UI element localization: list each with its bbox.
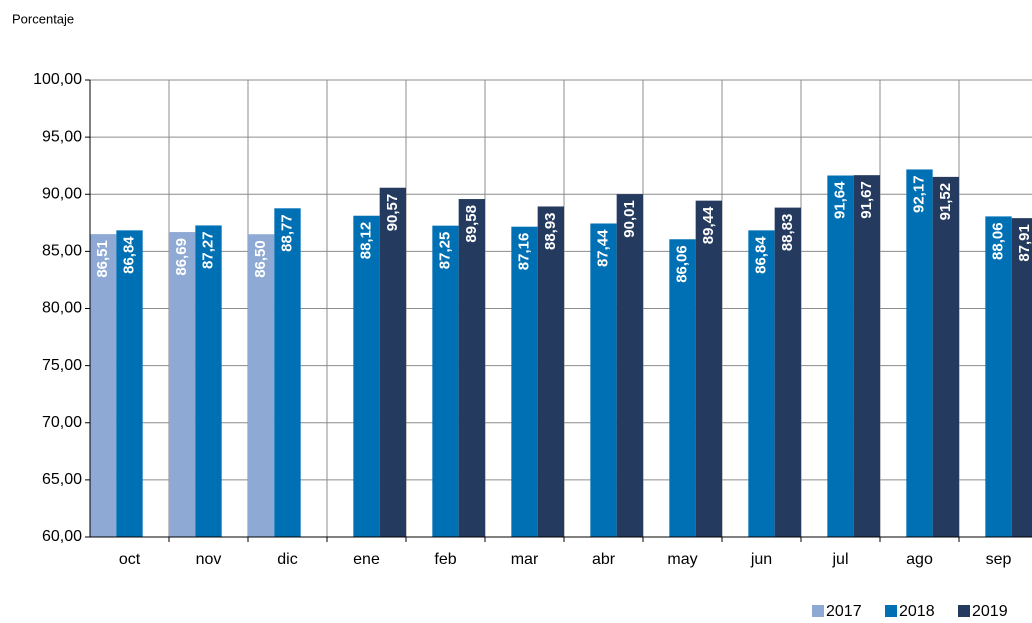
y-tick-label: 85,00: [42, 243, 82, 260]
value-label: 91,67: [858, 181, 875, 219]
value-label: 87,44: [594, 229, 611, 267]
x-tick-label: jun: [750, 551, 772, 568]
value-label: 91,52: [937, 183, 954, 221]
bar: [590, 223, 617, 538]
value-label: 88,83: [779, 214, 796, 252]
x-tick-label: nov: [196, 551, 222, 568]
value-label: 91,64: [831, 181, 848, 219]
bar: [906, 169, 933, 537]
legend-label: 2017: [826, 603, 862, 620]
value-label: 92,17: [910, 175, 927, 213]
bar: [1011, 218, 1032, 538]
value-label: 87,27: [199, 231, 216, 269]
value-label: 86,06: [673, 245, 690, 283]
value-label: 89,58: [463, 205, 480, 243]
legend-label: 2018: [899, 603, 935, 620]
bar: [695, 200, 722, 537]
bar: [379, 187, 406, 538]
legend-label: 2019: [972, 603, 1008, 620]
value-label: 89,44: [700, 206, 717, 244]
x-tick-label: ene: [353, 551, 380, 568]
y-tick-label: 100,00: [33, 71, 82, 88]
bar: [116, 230, 143, 537]
bar: [511, 226, 538, 537]
x-tick-label: dic: [277, 551, 297, 568]
y-tick-label: 60,00: [42, 528, 82, 545]
bar: [853, 175, 880, 538]
legend-swatch: [958, 605, 970, 617]
value-label: 86,84: [120, 236, 137, 274]
value-label: 90,01: [621, 200, 638, 238]
y-tick-label: 90,00: [42, 185, 82, 202]
bar: [432, 225, 459, 537]
y-tick-label: 70,00: [42, 414, 82, 431]
x-tick-label: oct: [119, 551, 141, 568]
value-label: 88,06: [989, 222, 1006, 260]
value-label: 88,12: [357, 222, 374, 260]
bar: [774, 207, 801, 537]
x-tick-label: may: [667, 551, 697, 568]
bar: [827, 175, 854, 537]
x-tick-label: sep: [986, 551, 1012, 568]
bar: [248, 234, 275, 538]
bar: [195, 225, 222, 537]
value-label: 86,50: [252, 240, 269, 278]
value-label: 87,16: [515, 233, 532, 271]
x-tick-label: feb: [434, 551, 456, 568]
bar: [458, 199, 485, 537]
y-tick-label: 65,00: [42, 471, 82, 488]
value-label: 86,51: [94, 240, 111, 278]
value-label: 88,93: [542, 212, 559, 250]
bar: [669, 239, 696, 537]
value-label: 87,91: [1016, 224, 1032, 262]
bar: [932, 176, 959, 537]
value-label: 87,25: [436, 232, 453, 270]
y-tick-label: 75,00: [42, 357, 82, 374]
legend-swatch: [812, 605, 824, 617]
bar: [616, 194, 643, 538]
value-label: 90,57: [384, 194, 401, 232]
x-tick-label: abr: [592, 551, 616, 568]
y-tick-label: 80,00: [42, 300, 82, 317]
bar: [985, 216, 1012, 538]
y-tick-label: 95,00: [42, 128, 82, 145]
legend-swatch: [885, 605, 897, 617]
bar: [169, 232, 196, 537]
bar: [748, 230, 775, 537]
bar: [537, 206, 564, 538]
x-tick-label: mar: [511, 551, 539, 568]
y-axis-label: Porcentaje: [12, 11, 74, 26]
bar: [90, 234, 117, 538]
bar: [274, 208, 301, 538]
bar: [353, 215, 380, 537]
x-tick-label: jul: [831, 551, 848, 568]
value-label: 88,77: [278, 214, 295, 252]
value-label: 86,84: [752, 236, 769, 274]
value-label: 86,69: [173, 238, 190, 276]
x-tick-label: ago: [906, 551, 933, 568]
